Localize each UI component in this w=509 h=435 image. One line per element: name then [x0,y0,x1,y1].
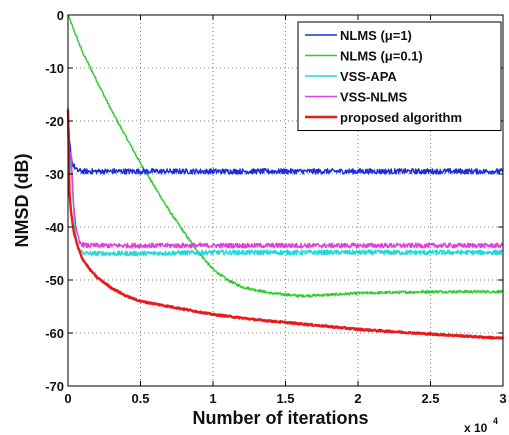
x-multiplier: x 10 4 [464,416,498,435]
y-tick-label: -20 [45,114,64,129]
y-tick-label: -30 [45,167,64,182]
legend-label: VSS-NLMS [340,90,408,105]
x-tick-label: 3 [499,391,506,406]
x-tick-label: 0 [64,391,71,406]
x-tick-label: 1 [209,391,216,406]
legend-label: NLMS (μ=0.1) [340,49,423,64]
legend: NLMS (μ=1) NLMS (μ=0.1) VSS-APA VSS-NLMS pro… [297,21,502,131]
series-line-1 [67,14,504,298]
y-tick-label: -70 [45,379,64,394]
x-tick-label: 2.5 [421,391,439,406]
x-multiplier-exponent: 4 [493,416,498,426]
y-tick-label: -50 [45,273,64,288]
series-line-3 [67,112,504,249]
y-tick-label: -60 [45,326,64,341]
y-axis-label: NMSD (dB) [12,154,32,248]
series-line-2 [67,108,504,257]
series-lines [66,14,505,340]
legend-label: VSS-APA [340,69,397,84]
series-line-0 [67,107,504,175]
x-multiplier-label: x 10 [464,421,488,435]
y-tick-label: -40 [45,220,64,235]
series-line-4 [66,109,505,340]
axis-ticks: 0 0.5 1 1.5 2 2.5 3 0 -10 -20 -30 -40 -50 -60 -70 [45,8,506,406]
y-tick-label: 0 [57,8,64,23]
y-tick-label: -10 [45,61,64,76]
x-tick-label: 2 [354,391,361,406]
legend-label: proposed algorithm [340,110,462,125]
legend-label: NLMS (μ=1) [340,28,412,43]
x-tick-label: 0.5 [131,391,149,406]
x-axis-label: Number of iterations [192,408,368,428]
x-tick-label: 1.5 [276,391,294,406]
